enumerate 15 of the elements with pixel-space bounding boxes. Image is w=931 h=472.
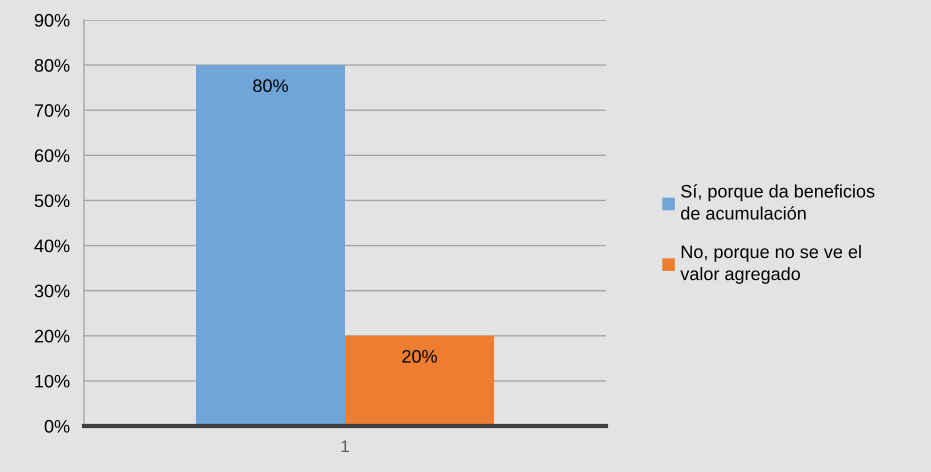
data-label: 80% bbox=[253, 79, 288, 92]
legend-label: No, porque no se ve el valor agregado bbox=[680, 244, 861, 284]
y-tick-label: 60% bbox=[34, 149, 70, 162]
x-tick-label: 1 bbox=[342, 440, 349, 452]
legend-label: Sí, porque da beneficios de acumulación bbox=[681, 184, 874, 220]
y-tick-label: 40% bbox=[34, 239, 70, 252]
y-tick-label: 20% bbox=[34, 330, 70, 342]
y-tick-label: 80% bbox=[34, 59, 70, 72]
y-tick-label: 10% bbox=[35, 374, 70, 388]
data-label: 20% bbox=[402, 350, 437, 363]
y-tick-label: 90% bbox=[34, 14, 70, 27]
y-tick-label: 50% bbox=[34, 194, 70, 208]
y-tick-label: 30% bbox=[34, 284, 70, 298]
y-tick-label: 0% bbox=[44, 420, 70, 433]
y-tick-label: 70% bbox=[34, 104, 70, 117]
